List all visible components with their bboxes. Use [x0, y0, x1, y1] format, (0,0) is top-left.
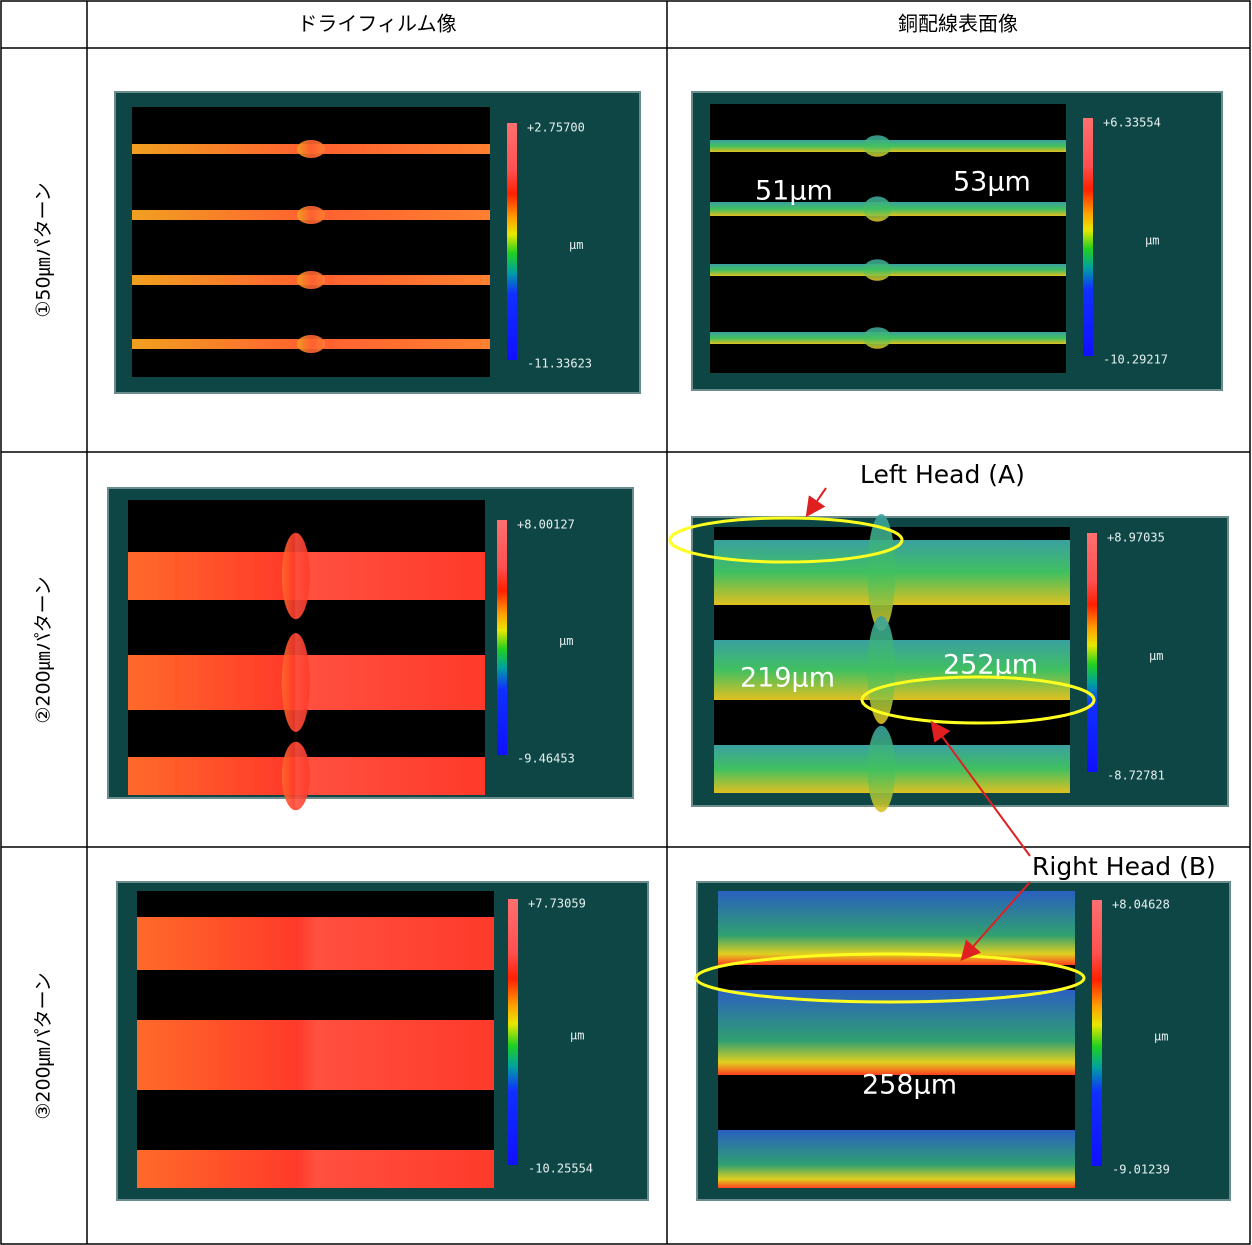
scale-min: -8.72781: [1107, 769, 1165, 783]
document: ドライフィルム像 銅配線表面像 ①50㎛パターン ②200㎛パターン ③200㎛パタ…: [0, 0, 1252, 1245]
width-annotation: 219μm: [740, 663, 835, 694]
measurement-panel: +2.75700 μm -11.33623: [115, 92, 640, 393]
width-annotation: 258μm: [862, 1070, 957, 1101]
row-label: ①50㎛パターン: [33, 182, 55, 317]
pattern-bulge: [297, 206, 325, 224]
scale-unit: μm: [1154, 1030, 1168, 1044]
color-bar: [508, 899, 518, 1165]
color-bar: [1087, 533, 1097, 772]
color-bar: [1083, 118, 1093, 356]
pattern-bulge: [863, 135, 891, 157]
scale-unit: μm: [1145, 234, 1159, 248]
pattern-bulge: [297, 335, 325, 353]
page: ドライフィルム像 銅配線表面像 ①50㎛パターン ②200㎛パターン ③200㎛パタ…: [0, 0, 1252, 1245]
pattern-bulge: [863, 259, 891, 281]
column-header: ドライフィルム像: [297, 12, 456, 36]
color-bar: [497, 520, 507, 755]
measurement-panel: +7.73059 μm -10.25554: [117, 882, 648, 1200]
callout-label: Right Head (B): [1032, 852, 1216, 881]
row-label: ②200㎛パターン: [33, 576, 55, 723]
pattern-line: [718, 1130, 1075, 1188]
scale-min: -11.33623: [527, 357, 592, 371]
measurement-panel: +8.00127 μm -9.46453: [108, 488, 633, 810]
pattern-line: [137, 917, 494, 970]
width-annotation: 51μm: [755, 176, 833, 207]
pattern-bulge: [863, 196, 891, 221]
callout-label: Left Head (A): [860, 460, 1025, 489]
scale-min: -10.29217: [1103, 353, 1168, 367]
scale-max: +8.04628: [1112, 898, 1170, 912]
width-annotation: 53μm: [953, 167, 1031, 198]
pattern-bulge: [863, 327, 891, 349]
pattern-bulge: [867, 726, 895, 812]
scale-unit: μm: [1149, 649, 1163, 663]
row-label: ③200㎛パターン: [33, 972, 55, 1119]
scale-max: +8.00127: [517, 518, 575, 532]
pattern-bulge: [282, 533, 310, 619]
scale-unit: μm: [559, 634, 573, 648]
scale-min: -9.46453: [517, 752, 575, 766]
scale-max: +6.33554: [1103, 116, 1161, 130]
color-bar: [507, 123, 517, 360]
measurement-panel: +8.04628 μm -9.01239: [697, 882, 1230, 1200]
scale-max: +8.97035: [1107, 531, 1165, 545]
scale-max: +2.75700: [527, 121, 585, 135]
callout-arrow: [808, 488, 826, 514]
scale-unit: μm: [569, 238, 583, 252]
scale-unit: μm: [570, 1029, 584, 1043]
scale-min: -10.25554: [528, 1162, 593, 1176]
pattern-line: [137, 1150, 494, 1188]
pattern-bulge: [297, 271, 325, 289]
scale-max: +7.73059: [528, 897, 586, 911]
pattern-line: [137, 1020, 494, 1090]
scale-min: -9.01239: [1112, 1163, 1170, 1177]
pattern-bulge: [297, 140, 325, 158]
pattern-bulge: [282, 742, 310, 810]
pattern-bulge: [282, 633, 310, 732]
column-header: 銅配線表面像: [898, 12, 1018, 36]
color-bar: [1092, 900, 1102, 1166]
measurement-panel: +6.33554 μm -10.29217: [692, 92, 1222, 390]
image-area: [128, 500, 485, 795]
